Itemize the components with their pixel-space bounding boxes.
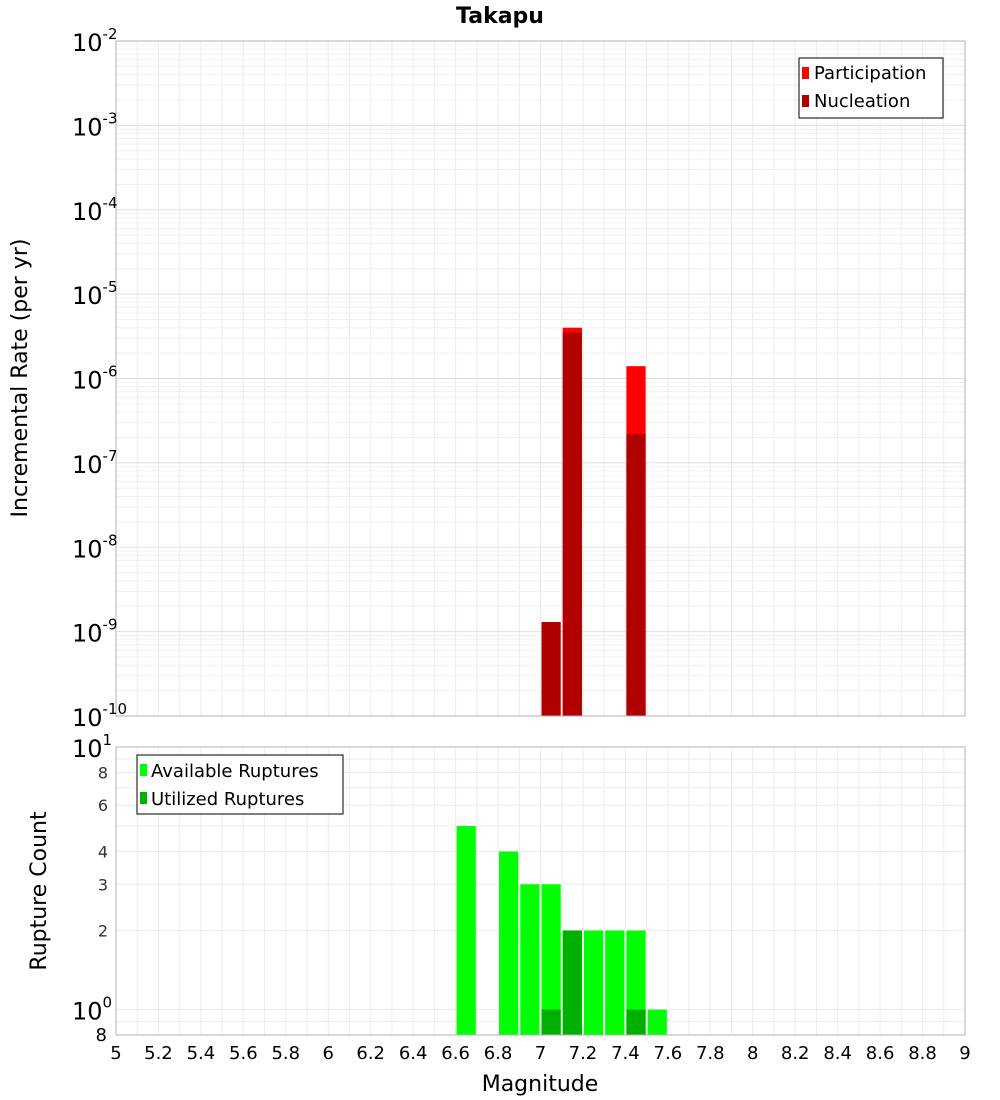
top-legend: Participation Nucleation (798, 57, 944, 119)
top-legend-box (798, 57, 944, 119)
y-tick-label: 101 (72, 731, 112, 763)
top-y-axis-title: Incremental Rate (per yr) (8, 239, 33, 518)
available-ruptures-bar (647, 1009, 667, 1035)
top-y-tick-labels: 10-2 10-3 10-4 10-5 10-6 10-7 10-8 10-9 10-10 (72, 25, 127, 732)
x-tick-label: 7.4 (611, 1043, 640, 1064)
nucleation-bar (541, 622, 561, 716)
utilized-ruptures-bar (541, 1009, 561, 1035)
bottom-grid (115, 746, 966, 1036)
y-minor-tick-label: 8 (96, 1025, 107, 1046)
available-ruptures-bar (520, 884, 540, 1035)
y-minor-tick-label: 3 (98, 875, 108, 894)
bottom-legend-box (136, 754, 344, 815)
y-tick-label: 10-8 (72, 531, 118, 563)
top-plot-frame (115, 40, 966, 717)
x-tick-label: 8.4 (823, 1043, 852, 1064)
x-tick-label: 7 (535, 1043, 546, 1064)
available-ruptures-bar (456, 826, 476, 1035)
nucleation-bar (562, 332, 582, 716)
available-ruptures-bar (626, 930, 646, 1035)
utilized-ruptures-bar (562, 930, 582, 1035)
y-minor-tick-label: 6 (98, 796, 108, 815)
legend-swatch-utilized (140, 792, 147, 804)
x-tick-label: 6.2 (356, 1043, 385, 1064)
legend-label-nucleation: Nucleation (814, 91, 910, 112)
x-tick-label: 7.8 (696, 1043, 725, 1064)
legend-label-participation: Participation (814, 63, 926, 84)
available-ruptures-bar (583, 930, 604, 1035)
x-tick-label: 8 (747, 1043, 758, 1064)
available-ruptures-bar (605, 930, 625, 1035)
available-ruptures-bar (541, 884, 561, 1035)
legend-swatch-nucleation (802, 95, 809, 107)
y-minor-tick-label: 8 (98, 763, 108, 782)
utilized-ruptures-bar (626, 1009, 646, 1035)
y-tick-label: 10-4 (72, 194, 118, 226)
x-tick-label: 7.6 (654, 1043, 683, 1064)
y-tick-label: 10-6 (72, 363, 118, 395)
chart-title: Takapu (456, 4, 544, 29)
legend-swatch-participation (802, 67, 809, 79)
x-tick-label: 7.2 (569, 1043, 598, 1064)
top-bars (541, 327, 646, 716)
y-tick-label: 10-10 (72, 700, 127, 732)
y-tick-label: 10-7 (72, 447, 118, 479)
y-tick-label: 10-3 (72, 109, 118, 141)
y-tick-label: 10-2 (72, 25, 118, 57)
bottom-y-axis-title: Rupture Count (27, 811, 52, 971)
y-tick-label: 10-9 (72, 616, 118, 648)
x-tick-label: 5.8 (271, 1043, 300, 1064)
available-ruptures-bar (499, 851, 519, 1035)
x-tick-labels: 5 5.2 5.4 5.6 5.8 6 6.2 6.4 6.6 6.8 7 7.2 7.4 7.6 7.8 8… (110, 1043, 970, 1064)
x-tick-label: 8.2 (781, 1043, 810, 1064)
x-tick-label: 8.6 (866, 1043, 895, 1064)
y-minor-tick-label: 4 (98, 842, 108, 861)
nucleation-bar (626, 433, 646, 716)
bottom-bars (456, 826, 667, 1035)
x-tick-label: 6.8 (484, 1043, 513, 1064)
legend-label-utilized: Utilized Ruptures (151, 789, 304, 810)
x-tick-label: 5.4 (187, 1043, 216, 1064)
top-grid (115, 41, 966, 717)
y-minor-tick-label: 2 (98, 922, 108, 941)
x-axis-title: Magnitude (482, 1072, 599, 1097)
x-tick-label: 5.6 (229, 1043, 258, 1064)
x-tick-label: 6.6 (441, 1043, 470, 1064)
y-tick-label: 100 (72, 994, 112, 1026)
x-tick-label: 6 (323, 1043, 334, 1064)
x-tick-label: 8.8 (908, 1043, 937, 1064)
y-tick-label: 10-5 (72, 278, 118, 310)
x-tick-label: 5 (110, 1043, 121, 1064)
legend-swatch-available (140, 764, 147, 776)
x-tick-label: 6.4 (399, 1043, 428, 1064)
x-tick-label: 5.2 (144, 1043, 173, 1064)
legend-label-available: Available Ruptures (151, 761, 319, 782)
bottom-legend: Available Ruptures Utilized Ruptures (136, 754, 344, 815)
x-tick-label: 9 (959, 1043, 970, 1064)
bottom-plot-frame (115, 746, 966, 1036)
